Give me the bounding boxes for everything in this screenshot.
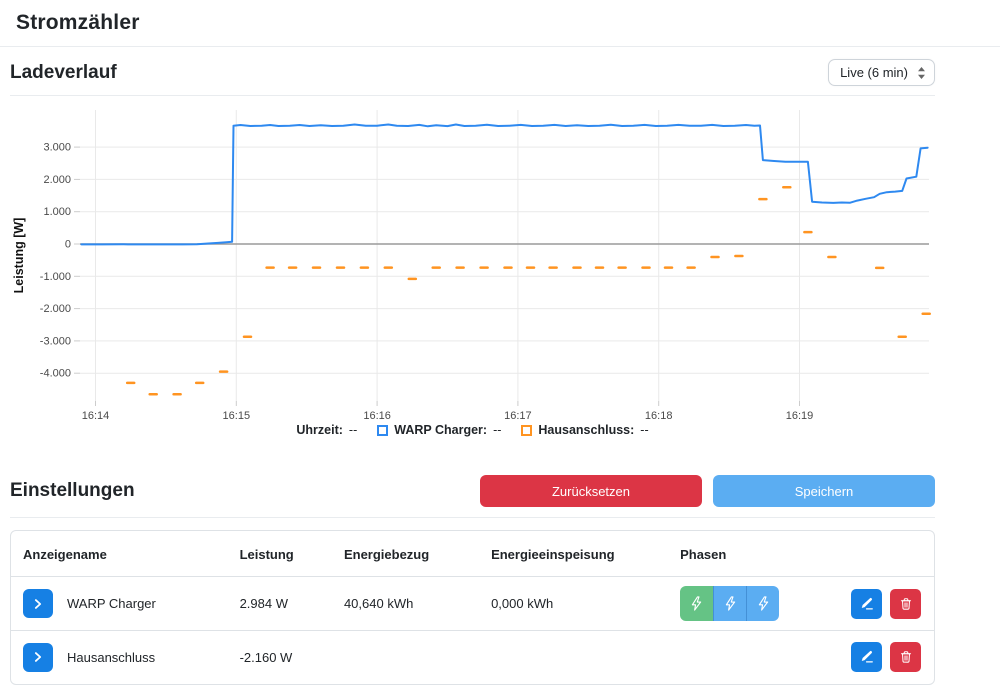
chevron-right-icon bbox=[34, 652, 42, 663]
x-tick-label: 16:18 bbox=[645, 410, 673, 422]
meter-energy-import: 40,640 kWh bbox=[343, 596, 414, 611]
delete-meter-button[interactable] bbox=[890, 642, 921, 673]
trash-icon bbox=[900, 651, 911, 663]
chart-area: 16:14 16:15 16:16 16:17 16:18 16:19 3.000 2.000… bbox=[10, 104, 935, 437]
lightning-icon bbox=[758, 596, 768, 611]
expand-row-button[interactable] bbox=[23, 642, 53, 672]
meter-power: -2.160 W bbox=[239, 649, 293, 665]
phase-1-badge[interactable] bbox=[680, 586, 714, 621]
y-tick-label: 1.000 bbox=[43, 206, 71, 218]
select-arrows-icon bbox=[918, 66, 925, 79]
y-tick-label: -2.000 bbox=[40, 303, 71, 315]
x-tick-label: 16:15 bbox=[223, 410, 251, 422]
pencil-icon bbox=[861, 597, 873, 610]
meter-power: 2.984 W bbox=[239, 596, 288, 611]
reset-button[interactable]: Zurücksetzen bbox=[480, 475, 702, 507]
lightning-icon bbox=[691, 596, 702, 611]
y-tick-label: 0 bbox=[65, 239, 71, 251]
phase-badge-group bbox=[680, 586, 780, 621]
time-range-value: Live (6 min) bbox=[840, 65, 908, 80]
meter-energy-export: 0,000 kWh bbox=[491, 596, 554, 611]
x-tick-label: 16:14 bbox=[82, 410, 110, 422]
phase-3-badge[interactable] bbox=[746, 586, 780, 621]
table-row: Hausanschluss -2.160 W bbox=[11, 631, 934, 684]
page-title: Stromzähler bbox=[16, 11, 140, 34]
settings-section-title: Einstellungen bbox=[10, 480, 135, 501]
chevron-right-icon bbox=[34, 598, 42, 609]
save-button[interactable]: Speichern bbox=[713, 475, 935, 507]
time-range-select[interactable]: Live (6 min) bbox=[828, 59, 935, 86]
chart-legend: Uhrzeit: -- WARP Charger: -- Hausanschlu… bbox=[10, 423, 935, 437]
table-header-row: Anzeigename Leistung Energiebezug Energieei… bbox=[11, 531, 934, 577]
series-line-warp-charger bbox=[80, 123, 929, 246]
legend-swatch-blue bbox=[377, 424, 389, 436]
trash-icon bbox=[900, 597, 911, 610]
legend-time: Uhrzeit: -- bbox=[296, 423, 358, 437]
x-tick-label: 16:17 bbox=[504, 410, 532, 422]
meters-table: Anzeigename Leistung Energiebezug Energieei… bbox=[11, 531, 934, 684]
delete-meter-button[interactable] bbox=[890, 588, 921, 619]
column-header-leistung: Leistung bbox=[227, 531, 332, 577]
column-header-energiebezug: Energiebezug bbox=[331, 531, 480, 577]
legend-swatch-orange bbox=[521, 424, 533, 436]
settings-section-header: Einstellungen Zurücksetzen Speichern bbox=[10, 463, 935, 518]
power-chart[interactable]: 16:14 16:15 16:16 16:17 16:18 16:19 3.000 2.000… bbox=[10, 104, 945, 422]
meter-name: Hausanschluss bbox=[67, 649, 156, 665]
x-tick-label: 16:16 bbox=[363, 410, 391, 422]
chart-section-title: Ladeverlauf bbox=[10, 61, 117, 83]
y-tick-label: 3.000 bbox=[43, 142, 71, 154]
meters-table-card: Anzeigename Leistung Energiebezug Energieei… bbox=[10, 530, 935, 685]
column-header-energieeinspeisung: Energieeinspeisung bbox=[479, 531, 669, 577]
column-header-actions bbox=[839, 531, 934, 577]
y-tick-label: -3.000 bbox=[40, 335, 71, 347]
legend-series-hausanschluss: Hausanschluss: -- bbox=[521, 423, 649, 437]
table-row: WARP Charger 2.984 W 40,640 kWh 0,000 kWh bbox=[11, 576, 934, 631]
y-tick-label: 2.000 bbox=[43, 174, 71, 186]
x-tick-label: 16:19 bbox=[786, 410, 814, 422]
meter-name: WARP Charger bbox=[67, 596, 156, 611]
expand-row-button[interactable] bbox=[23, 589, 53, 618]
edit-meter-button[interactable] bbox=[851, 588, 882, 619]
y-axis-label: Leistung [W] bbox=[12, 218, 26, 294]
lightning-icon bbox=[725, 596, 735, 611]
edit-meter-button[interactable] bbox=[851, 642, 882, 673]
column-header-phasen: Phasen bbox=[668, 531, 839, 577]
chart-section-header: Ladeverlauf Live (6 min) bbox=[10, 47, 935, 96]
column-header-anzeigename: Anzeigename bbox=[11, 531, 228, 577]
divider bbox=[0, 46, 1000, 47]
phase-2-badge[interactable] bbox=[713, 586, 747, 621]
pencil-icon bbox=[861, 651, 873, 663]
y-tick-label: -1.000 bbox=[40, 271, 71, 283]
y-tick-label: -4.000 bbox=[40, 368, 71, 380]
legend-series-warp: WARP Charger: -- bbox=[377, 423, 501, 437]
